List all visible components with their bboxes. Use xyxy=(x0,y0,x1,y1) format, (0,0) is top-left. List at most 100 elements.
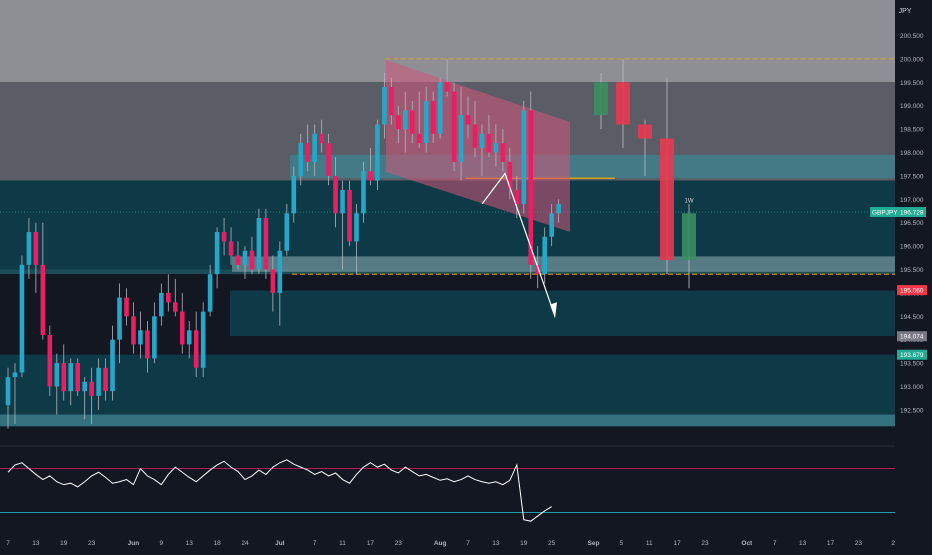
candle-body xyxy=(493,143,499,153)
x-tick-label: 18 xyxy=(213,540,221,547)
y-tick-label: 199.000 xyxy=(900,103,924,110)
candle-body xyxy=(249,250,255,270)
candle-body xyxy=(54,363,60,387)
candle-body xyxy=(326,143,331,176)
x-tick-label: 7 xyxy=(466,540,470,547)
x-tick-label: 13 xyxy=(32,540,40,547)
y-tick-label: 197.000 xyxy=(900,197,924,204)
arrow-head xyxy=(550,302,557,319)
y-tick-label: 193.000 xyxy=(900,384,924,391)
level-tag-value: 194.074 xyxy=(900,334,924,341)
weekly-body xyxy=(660,138,674,261)
candle-body xyxy=(214,232,220,275)
candle-body xyxy=(75,363,80,392)
grey-strip xyxy=(232,256,895,272)
x-tick-label: 2 xyxy=(891,540,895,547)
candle-body xyxy=(228,241,234,256)
candle-body xyxy=(103,367,108,392)
x-tick-label: 23 xyxy=(855,540,863,547)
level-tag-bg xyxy=(897,349,927,360)
weekly-body xyxy=(594,82,608,116)
candle-body xyxy=(312,133,317,162)
dark-gap xyxy=(0,274,230,321)
level-tag-value: 193.679 xyxy=(900,352,924,359)
candle-body xyxy=(458,115,464,162)
candle-body xyxy=(172,302,178,312)
candle-body xyxy=(61,363,67,392)
x-tick-label: 17 xyxy=(827,540,835,547)
y-tick-label: 200.500 xyxy=(900,33,924,40)
x-tick-label: 17 xyxy=(674,540,682,547)
candle-body xyxy=(507,161,513,190)
candle-body xyxy=(409,110,415,134)
candle-body xyxy=(423,101,429,144)
x-tick-label: 5 xyxy=(620,540,624,547)
candle-body xyxy=(179,311,185,345)
price-tag-bg xyxy=(870,207,926,218)
candle-body xyxy=(270,269,276,293)
candle-body xyxy=(521,110,527,204)
x-tick-label: 23 xyxy=(88,540,96,547)
candle-body xyxy=(389,86,394,116)
weekly-candles: 1W xyxy=(594,58,696,289)
candle-body xyxy=(354,213,359,242)
x-tick-label: 9 xyxy=(160,540,164,547)
x-tick-label: Oct xyxy=(741,540,753,547)
x-tick-label: 7 xyxy=(773,540,777,547)
demand-zone-upper xyxy=(0,180,895,270)
candle-body xyxy=(542,236,547,275)
candle-body xyxy=(263,218,269,270)
y-tick-label: 200.000 xyxy=(900,56,924,63)
y-tick-label: 193.500 xyxy=(900,361,924,368)
x-tick-label: 23 xyxy=(701,540,709,547)
candle-body xyxy=(89,381,94,396)
y-tick-label: 196.500 xyxy=(900,220,924,227)
candle-body xyxy=(396,115,401,130)
demand-zone-mid xyxy=(230,290,895,336)
candle-body xyxy=(347,189,352,242)
candle-body xyxy=(298,143,304,176)
x-tick-label: 13 xyxy=(799,540,807,547)
rsi-background xyxy=(0,447,895,534)
candle-body xyxy=(47,335,53,387)
candle-body xyxy=(382,86,387,125)
x-tick-label: 13 xyxy=(492,540,500,547)
y-tick-label: 198.000 xyxy=(900,150,924,157)
candle-body xyxy=(500,143,506,162)
teal-band xyxy=(290,154,895,179)
level-tag-bg xyxy=(897,331,927,342)
level-tag-bg xyxy=(897,285,927,296)
y-tick-label: 192.500 xyxy=(900,407,924,414)
x-tick-label: 11 xyxy=(646,540,653,547)
candle-body xyxy=(19,264,25,373)
projection-arrow xyxy=(481,172,557,319)
candle-body xyxy=(166,292,171,303)
candle-body xyxy=(138,330,143,345)
candle-body xyxy=(368,171,373,181)
level-tag-value: 195.060 xyxy=(900,288,924,295)
candle-body xyxy=(68,363,74,392)
x-tick-label: Jul xyxy=(275,540,285,547)
candle-body xyxy=(549,213,554,237)
candle-body xyxy=(186,330,192,345)
weekly-body xyxy=(682,213,696,261)
weekly-body xyxy=(616,82,630,125)
y-axis: 192.500193.000193.500194.000194.500195.0… xyxy=(870,0,932,550)
x-tick-label: 24 xyxy=(241,540,249,547)
candle-body xyxy=(221,232,227,242)
candle-body xyxy=(82,381,87,392)
x-tick-label: 13 xyxy=(186,540,194,547)
candle-body xyxy=(291,175,297,214)
y-tick-label: 199.500 xyxy=(900,80,924,87)
candle-body xyxy=(535,264,541,275)
candle-body xyxy=(200,311,206,368)
y-tick-label: 197.500 xyxy=(900,173,924,180)
x-axis: 7 13 19 23 Jun 9 13 18 24 Jul 7 11 17 23 Aug 7 13 19 25 Sep… xyxy=(6,540,895,547)
candle-body xyxy=(152,316,157,359)
candle-body xyxy=(235,255,241,265)
candle-body xyxy=(277,250,283,293)
daily-candles xyxy=(5,58,561,429)
x-tick-label: Aug xyxy=(434,540,447,547)
